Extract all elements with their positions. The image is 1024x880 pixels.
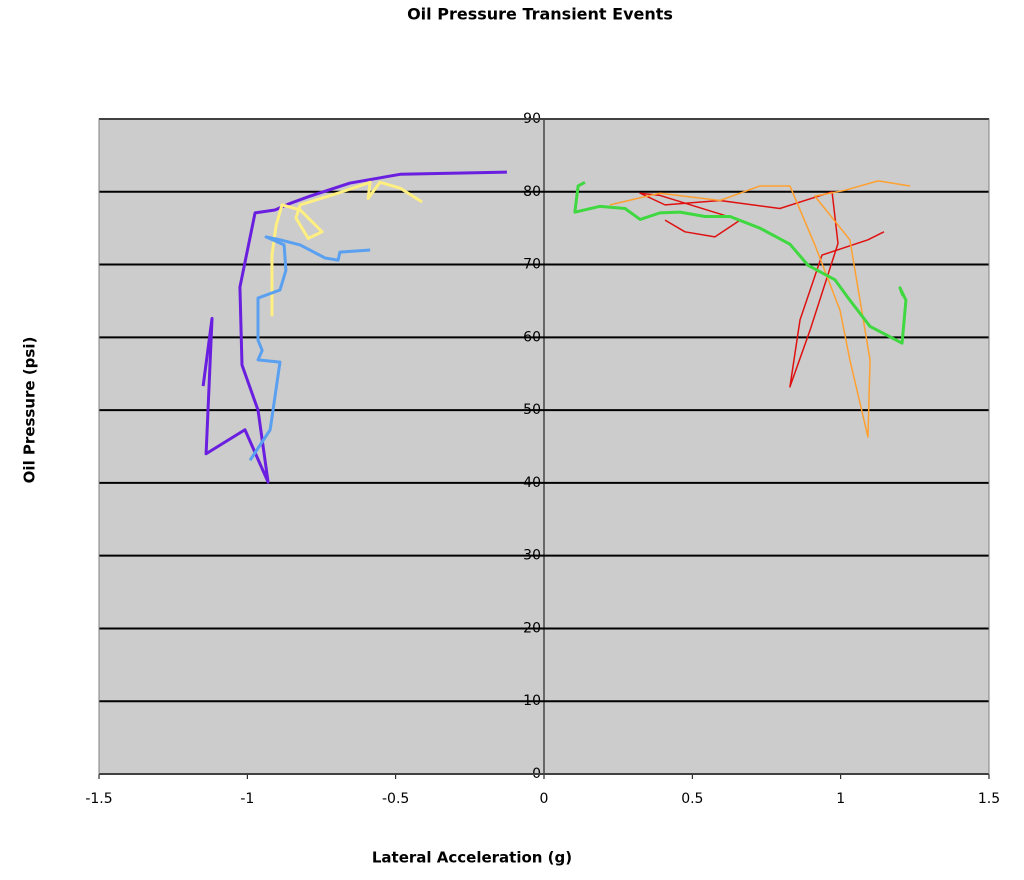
y-axis-title: Oil Pressure (psi) [21, 337, 39, 484]
x-tick-label: -0.5 [382, 791, 409, 807]
y-tick-label: 20 [523, 620, 541, 636]
plot-border [98, 118, 990, 775]
x-tick-label: 0.5 [681, 791, 703, 807]
series-line [248, 235, 371, 462]
y-tick-label: 40 [523, 475, 541, 491]
y-tick-label: 60 [523, 329, 541, 345]
series-line [639, 191, 885, 388]
y-tick-label: 50 [523, 402, 541, 418]
x-tick-label: 1 [836, 791, 845, 807]
y-tick-label: 70 [523, 257, 541, 273]
y-tick-label: 10 [523, 693, 541, 709]
series-line [270, 180, 423, 317]
series-line [201, 170, 507, 484]
x-tick-label: -1.5 [85, 791, 112, 807]
series-line [609, 180, 911, 438]
y-tick-label: 30 [523, 548, 541, 564]
x-tick-label: 0 [540, 791, 549, 807]
x-axis-title: Lateral Acceleration (g) [372, 849, 572, 867]
y-tick-label: 80 [523, 184, 541, 200]
chart-title: Oil Pressure Transient Events [407, 5, 673, 24]
x-tick-label: -1 [240, 791, 254, 807]
series-line [573, 180, 908, 345]
x-tick-label: 1.5 [978, 791, 1000, 807]
